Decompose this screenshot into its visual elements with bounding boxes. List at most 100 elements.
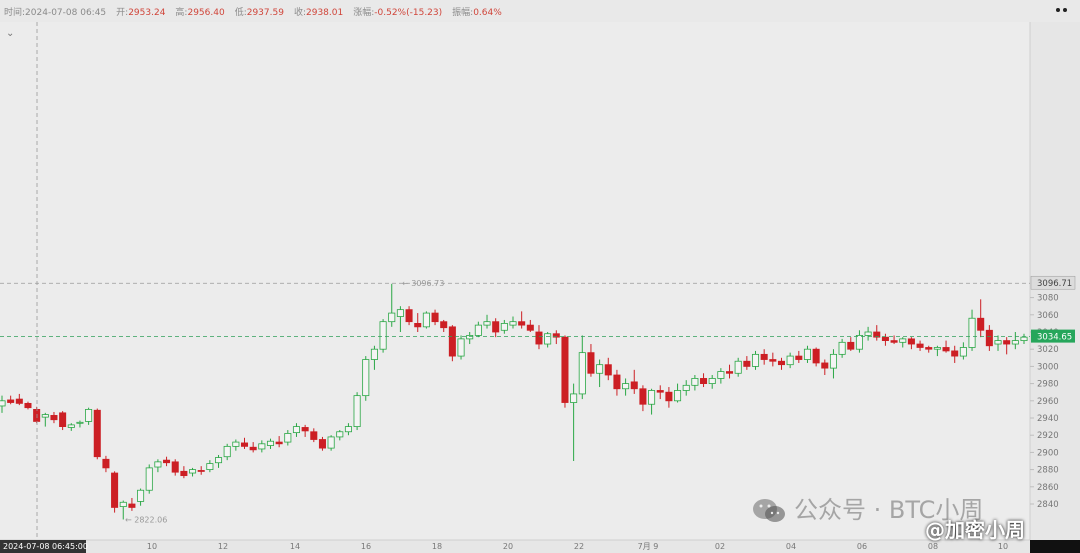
candle-body [977,317,985,331]
candle-body [700,378,708,385]
candle-body [59,412,67,427]
candle-body [622,383,630,390]
high-label: 高: [175,7,188,18]
y-tick-label: 2960 [1037,397,1059,407]
x-tick-label: 10 [147,542,157,551]
ohlc-header: 时间:2024-07-08 06:45 开:2953.24 高:2956.40 … [0,0,1080,22]
time-axis[interactable] [0,540,1030,553]
candle-body [717,371,725,379]
candle-body [344,426,352,433]
crosshair-price-label: 3034.65 [1037,333,1072,343]
candle-body [985,329,993,347]
candle-body [379,321,387,350]
candle-body [163,459,171,464]
candle-body [760,353,768,360]
candle-body [656,390,664,393]
candle-body [847,341,855,350]
candle-body [388,312,396,323]
candle-body [855,335,863,350]
candle-body [414,322,422,328]
candle-body [578,352,586,395]
x-tick-label: 14 [290,542,300,551]
candle-body [240,442,249,447]
candle-body [751,353,760,367]
candle-body [795,355,803,360]
y-tick-label: 2900 [1037,448,1059,458]
candle-body [769,359,777,362]
amplitude-label: 振幅: [452,7,474,18]
candle-body [327,436,335,449]
overlay: 3096.71 3034.65 2024-07-08 06:45:00 ← 3096.… [0,22,1076,553]
open-value: 2953.24 [128,7,166,18]
x-tick-label: 10 [998,542,1008,551]
x-tick-label: 12 [218,542,228,551]
high-marker-label: ← 3096.73 [402,279,444,288]
candle-body [189,469,197,474]
y-tick-label: 2860 [1037,483,1059,493]
x-tick-label: 04 [786,542,796,551]
site-watermark: @加密小周 [925,518,1025,542]
chevron-down-icon[interactable]: ⌄ [6,28,15,39]
candle-body [370,348,378,360]
candle-body [405,309,413,323]
candle-body [994,340,1002,345]
candle-body [448,326,456,357]
candle-body [570,393,578,403]
candle-body [812,348,820,364]
y-tick-label: 2920 [1037,431,1059,441]
high-value: 2956.40 [187,7,225,18]
candle-body [916,343,924,348]
more-options-icon[interactable] [1048,4,1074,16]
candle-body [431,312,439,323]
candle-body [145,467,153,491]
price-axis[interactable] [1030,0,1080,540]
candle-body [301,427,309,432]
candle-body [50,415,58,421]
candle-body [561,336,569,403]
candle-body [266,440,275,446]
candle-body [648,390,656,405]
x-tick-label: 7月 9 [638,542,659,551]
candle-body [933,347,941,350]
candle-body [119,501,127,507]
candle-body [526,324,534,331]
candle-body [786,355,794,366]
candle-body [258,443,266,450]
y-tick-label: 2980 [1037,380,1059,390]
candle-body [899,338,907,343]
crosshair-time-label: 2024-07-08 06:45:00 [3,542,88,551]
low-value: 2937.59 [246,7,284,18]
x-tick-label: 02 [715,542,725,551]
candle-body [604,364,612,376]
change-value: -0.52%(-15.23) [374,7,443,18]
y-tick-label: 2880 [1037,466,1059,476]
candle-body [1020,336,1028,342]
candle-body [15,398,23,404]
candle-body [734,360,742,374]
crosshair-time-box [0,540,86,553]
y-tick-label: 3060 [1037,311,1059,321]
crosshair-price-box [1031,329,1075,343]
watermark-text: 公众号 · BTC小周 [794,496,984,524]
candle-body [596,364,604,374]
candle-body [128,503,136,508]
candle-body [310,431,318,440]
candle-body [41,414,49,418]
x-tick-labels: 10 12 14 16 18 20 22 7月 9 02 04 06 08 10 [147,542,1008,551]
candle-body [275,441,283,445]
watermark: 公众号 · BTC小周 [752,490,983,525]
y-tick-label: 3020 [1037,345,1059,355]
candle-body [396,309,404,317]
candle-body [691,378,699,386]
candle-body [67,424,75,428]
y-tick-label: 3080 [1037,294,1059,304]
candle-body [102,458,110,469]
candle-body [959,347,967,357]
candle-body [552,333,560,338]
candle-body [197,470,205,472]
candle-body [838,341,846,355]
candle-body [968,317,976,348]
plot-area[interactable] [0,0,1030,540]
candle-body [154,461,162,468]
